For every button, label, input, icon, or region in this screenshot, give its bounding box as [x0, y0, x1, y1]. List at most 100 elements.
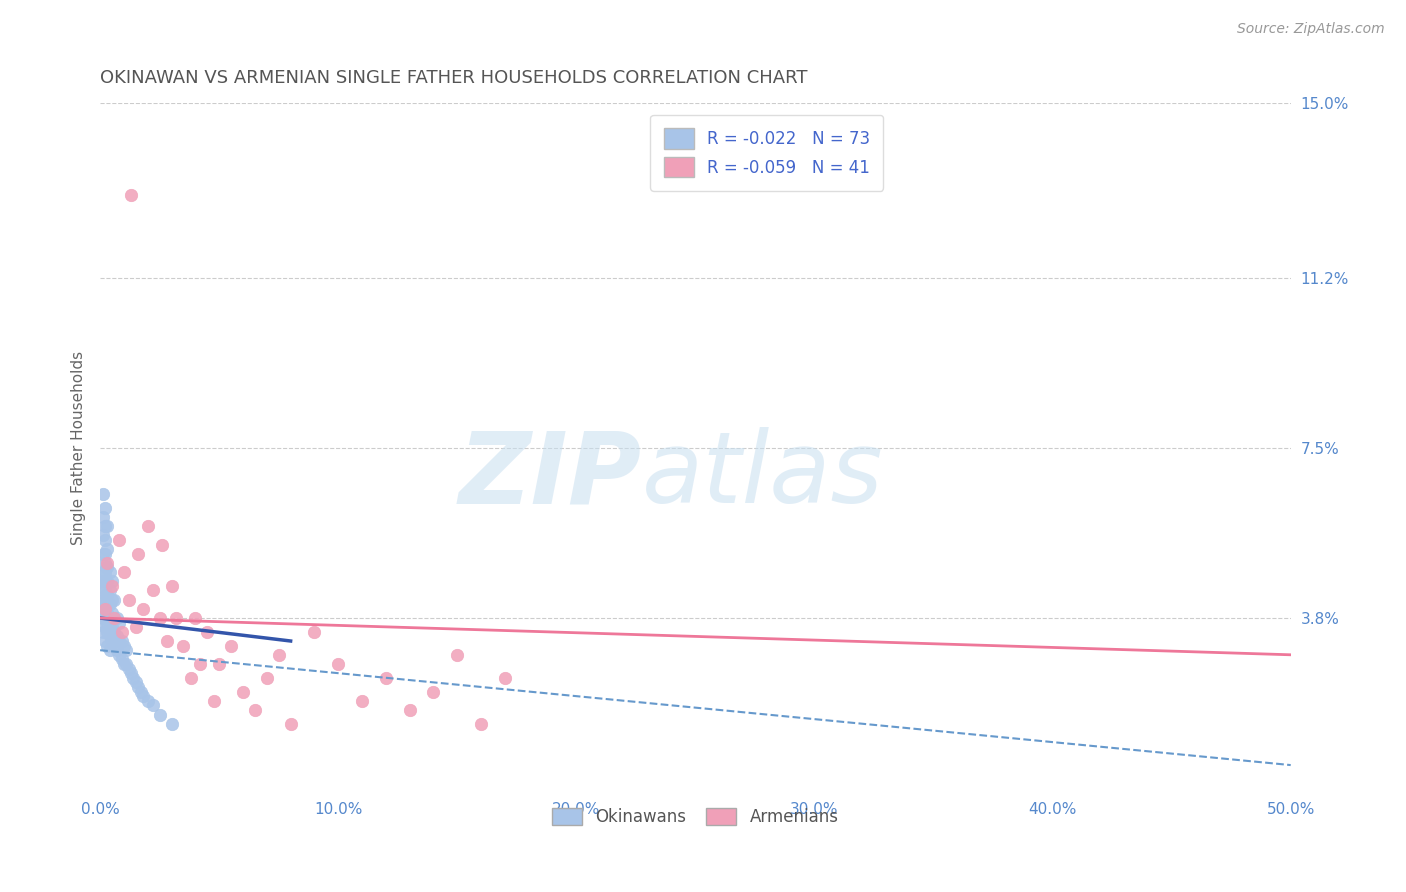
Point: [105, 643, 128, 657]
Point: [136, 519, 159, 533]
Point: [91, 528, 114, 542]
Point: [94, 519, 117, 533]
Point: [98, 629, 121, 643]
Point: [96, 607, 118, 621]
Point: [328, 657, 350, 671]
Point: [96, 556, 118, 570]
Point: [172, 639, 194, 653]
Point: [422, 684, 444, 698]
Point: [195, 624, 218, 639]
Point: [150, 537, 173, 551]
Point: [110, 652, 132, 666]
Point: [120, 188, 142, 202]
Point: [94, 500, 117, 515]
Point: [105, 629, 128, 643]
Point: [98, 643, 121, 657]
Point: [94, 583, 117, 598]
Point: [132, 602, 155, 616]
Point: [219, 639, 242, 653]
Point: [108, 634, 131, 648]
Point: [125, 620, 148, 634]
Point: [118, 592, 141, 607]
Point: [98, 583, 121, 598]
Point: [149, 611, 172, 625]
Point: [96, 542, 118, 557]
Point: [149, 707, 172, 722]
Point: [122, 671, 145, 685]
Point: [96, 588, 118, 602]
Point: [91, 602, 114, 616]
Point: [208, 657, 231, 671]
Point: [94, 592, 117, 607]
Point: [101, 620, 124, 634]
Point: [96, 624, 118, 639]
Point: [103, 624, 125, 639]
Point: [160, 579, 183, 593]
Point: [160, 716, 183, 731]
Legend: Okinawans, Armenians: Okinawans, Armenians: [546, 801, 845, 832]
Point: [94, 533, 117, 547]
Point: [141, 698, 163, 713]
Point: [470, 716, 492, 731]
Point: [98, 620, 121, 634]
Point: [96, 560, 118, 574]
Point: [103, 611, 125, 625]
Point: [108, 615, 131, 630]
Point: [101, 579, 124, 593]
Point: [232, 684, 254, 698]
Point: [94, 556, 117, 570]
Point: [204, 694, 226, 708]
Point: [94, 565, 117, 579]
Point: [108, 648, 131, 662]
Point: [94, 634, 117, 648]
Point: [91, 547, 114, 561]
Point: [110, 634, 132, 648]
Point: [136, 694, 159, 708]
Point: [115, 657, 138, 671]
Point: [156, 634, 179, 648]
Point: [96, 574, 118, 589]
Point: [129, 684, 152, 698]
Point: [110, 624, 132, 639]
Point: [94, 602, 117, 616]
Point: [101, 607, 124, 621]
Point: [280, 716, 302, 731]
Point: [180, 671, 202, 685]
Point: [91, 574, 114, 589]
Text: ZIP: ZIP: [458, 427, 643, 524]
Point: [112, 639, 135, 653]
Text: Source: ZipAtlas.com: Source: ZipAtlas.com: [1237, 22, 1385, 37]
Point: [91, 487, 114, 501]
Point: [108, 533, 131, 547]
Point: [98, 565, 121, 579]
Point: [94, 620, 117, 634]
Point: [398, 703, 420, 717]
Point: [120, 666, 142, 681]
Text: atlas: atlas: [643, 427, 883, 524]
Point: [101, 592, 124, 607]
Point: [103, 639, 125, 653]
Point: [96, 597, 118, 611]
Point: [118, 662, 141, 676]
Point: [91, 565, 114, 579]
Point: [96, 615, 118, 630]
Point: [94, 602, 117, 616]
Point: [267, 648, 290, 662]
Point: [256, 671, 278, 685]
Point: [127, 547, 149, 561]
Point: [96, 519, 118, 533]
Point: [112, 565, 135, 579]
Point: [374, 671, 396, 685]
Point: [165, 611, 187, 625]
Point: [101, 574, 124, 589]
Point: [141, 583, 163, 598]
Point: [94, 547, 117, 561]
Point: [91, 592, 114, 607]
Point: [94, 611, 117, 625]
Point: [103, 611, 125, 625]
Point: [304, 624, 326, 639]
Point: [112, 657, 135, 671]
Point: [127, 680, 149, 694]
Point: [132, 689, 155, 703]
Point: [91, 611, 114, 625]
